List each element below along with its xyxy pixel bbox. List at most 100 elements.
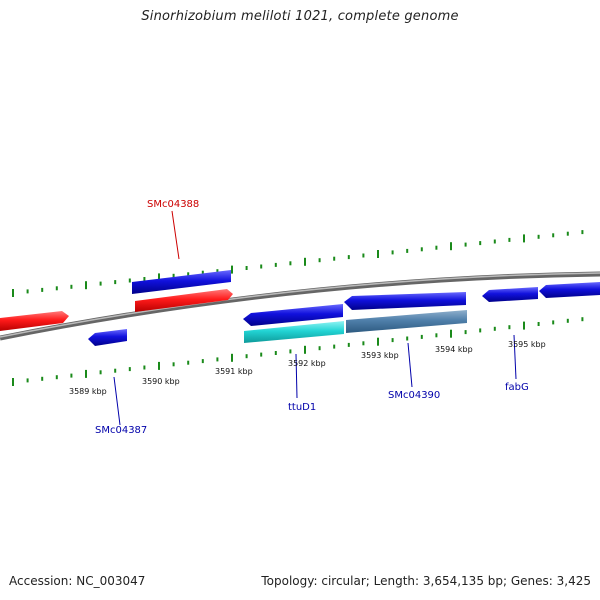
gene-label-smc04390[interactable]: SMc04390 xyxy=(388,390,440,401)
label-leader-line xyxy=(113,376,121,426)
gene-label-smc04387[interactable]: SMc04387 xyxy=(95,425,147,436)
scale-label: 3593 kbp xyxy=(361,351,399,360)
scale-tick xyxy=(318,258,321,263)
scale-tick xyxy=(85,281,87,290)
scale-tick xyxy=(143,365,146,370)
scale-tick xyxy=(216,269,219,274)
label-leader-line xyxy=(513,334,517,380)
outer-tick-track xyxy=(12,230,584,297)
scale-tick xyxy=(333,256,336,261)
label-leader-line xyxy=(407,342,413,388)
reverse-gene-feature[interactable] xyxy=(482,287,538,302)
scale-tick xyxy=(172,273,175,278)
scale-tick xyxy=(55,375,58,380)
scale-tick xyxy=(377,250,379,258)
genome-backbone-highlight xyxy=(0,272,600,338)
scale-tick xyxy=(493,326,496,331)
scale-tick xyxy=(114,368,117,373)
scale-tick xyxy=(114,280,117,285)
gene-label-smc04388[interactable]: SMc04388 xyxy=(147,199,199,210)
scale-tick xyxy=(566,318,569,323)
gene-label-fabg[interactable]: fabG xyxy=(505,382,529,393)
reverse-gene-feature[interactable] xyxy=(88,329,127,346)
reverse-gene-feature[interactable] xyxy=(344,292,466,310)
scale-tick xyxy=(128,367,131,372)
scale-tick xyxy=(333,344,336,349)
scale-tick xyxy=(464,242,467,247)
scale-tick xyxy=(450,329,452,338)
reverse-gene-feature[interactable] xyxy=(539,282,600,298)
scale-tick xyxy=(260,264,263,269)
scale-tick xyxy=(99,370,102,375)
scale-tick xyxy=(508,325,511,330)
scale-label: 3595 kbp xyxy=(508,340,546,349)
scale-label: 3591 kbp xyxy=(215,367,253,376)
scale-tick xyxy=(26,289,29,294)
scale-tick xyxy=(274,262,277,267)
scale-tick xyxy=(406,248,409,253)
highlighted-gene-feature-ttuD1[interactable] xyxy=(244,321,344,343)
scale-tick xyxy=(493,239,496,244)
scale-tick xyxy=(537,234,540,239)
scale-tick xyxy=(216,357,219,362)
reverse-gene-feature[interactable] xyxy=(243,304,343,326)
forward-gene-feature[interactable] xyxy=(135,289,233,312)
genome-title: Sinorhizobium meliloti 1021, complete ge… xyxy=(141,9,459,24)
scale-tick xyxy=(245,354,248,359)
scale-label: 3590 kbp xyxy=(142,377,180,386)
scale-tick xyxy=(172,362,175,367)
scale-tick xyxy=(26,378,29,383)
scale-tick xyxy=(158,273,160,282)
scale-tick xyxy=(187,272,190,277)
scale-tick xyxy=(70,373,73,378)
scale-tick xyxy=(187,360,190,365)
scale-tick xyxy=(304,345,306,354)
scale-tick xyxy=(201,359,204,364)
scale-tick xyxy=(362,253,365,258)
genome-summary-text: Topology: circular; Length: 3,654,135 bp… xyxy=(261,574,591,588)
reverse-gene-feature[interactable] xyxy=(132,270,231,294)
scale-tick xyxy=(201,270,204,275)
scale-tick xyxy=(464,330,467,335)
scale-tick xyxy=(508,237,511,242)
scale-tick xyxy=(347,255,350,260)
scale-tick xyxy=(391,338,394,343)
scale-tick xyxy=(479,328,482,333)
highlighted-gene-feature-smc04390[interactable] xyxy=(346,310,467,333)
scale-tick xyxy=(41,287,44,292)
scale-tick xyxy=(274,351,277,355)
scale-tick xyxy=(391,250,394,255)
scale-tick xyxy=(231,265,233,274)
scale-tick xyxy=(537,322,540,326)
label-leader-line xyxy=(171,210,180,260)
scale-tick xyxy=(99,281,102,286)
scale-tick xyxy=(523,234,525,243)
scale-tick xyxy=(420,334,423,339)
scale-tick xyxy=(41,376,44,381)
scale-tick xyxy=(552,320,555,325)
scale-tick xyxy=(245,266,248,270)
scale-tick xyxy=(450,242,452,251)
scale-label: 3592 kbp xyxy=(288,359,326,368)
scale-tick xyxy=(55,286,58,291)
genome-backbone xyxy=(0,271,600,341)
label-leader-line xyxy=(295,353,298,399)
gene-label-ttud1[interactable]: ttuD1 xyxy=(288,402,316,413)
scale-tick xyxy=(289,349,292,354)
scale-tick xyxy=(479,241,482,246)
scale-tick xyxy=(231,353,233,362)
scale-tick xyxy=(318,346,321,351)
scale-tick xyxy=(566,231,569,236)
scale-label: 3594 kbp xyxy=(435,345,473,354)
scale-tick xyxy=(362,341,365,346)
scale-tick xyxy=(420,247,423,252)
accession-text: Accession: NC_003047 xyxy=(9,574,146,588)
scale-tick xyxy=(143,277,146,281)
scale-label: 3589 kbp xyxy=(69,387,107,396)
scale-tick xyxy=(12,289,14,297)
scale-tick xyxy=(377,337,379,346)
scale-tick xyxy=(523,321,525,330)
forward-gene-feature[interactable] xyxy=(0,311,69,331)
